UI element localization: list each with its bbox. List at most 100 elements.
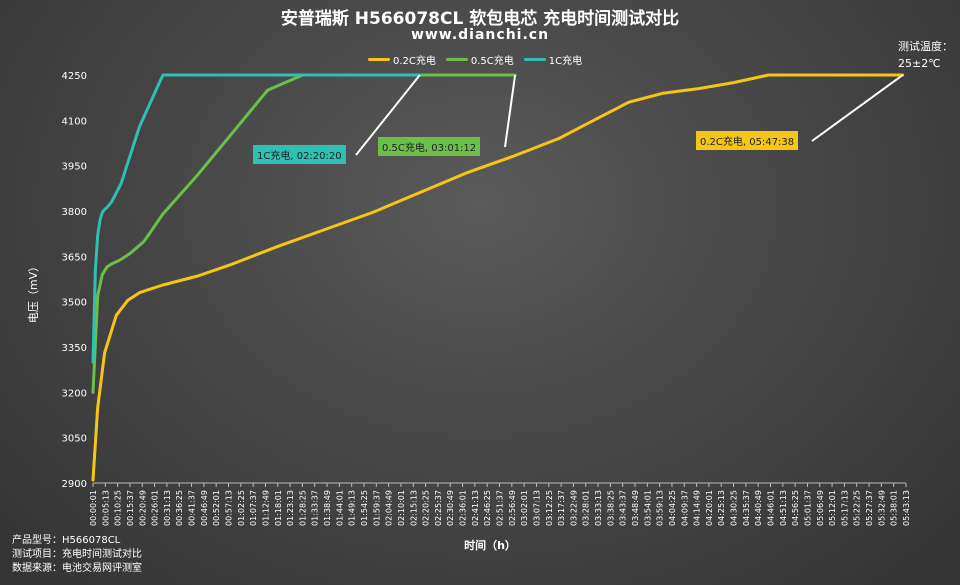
- y-tick-label: 4100: [62, 116, 87, 127]
- footer-key: 产品型号：: [12, 535, 62, 546]
- x-tick-label: 04:40:49: [754, 490, 763, 526]
- x-tick-label: 02:41:13: [471, 490, 480, 526]
- x-tick-label: 03:02:01: [520, 490, 529, 526]
- y-tick-label: 3050: [62, 434, 87, 445]
- legend-item-0.2c: 0.2C充电: [368, 52, 436, 67]
- y-tick-label: 3350: [62, 343, 87, 354]
- x-tick-label: 02:15:13: [409, 490, 418, 526]
- x-tick-label: 00:57:13: [225, 490, 234, 526]
- x-tick-label: 04:09:37: [680, 490, 689, 526]
- callout-1c: 1C充电, 02:20:20: [253, 145, 346, 164]
- y-tick-label: 3650: [62, 252, 87, 263]
- x-tick-label: 02:51:37: [496, 490, 505, 526]
- x-tick-label: 04:46:01: [767, 490, 776, 526]
- x-tick-label: 03:28:01: [582, 490, 591, 526]
- x-tick-label: 03:22:49: [569, 490, 578, 526]
- x-tick-label: 02:10:01: [397, 490, 406, 526]
- x-tick-label: 02:20:25: [422, 490, 431, 526]
- temperature-label: 测试温度：: [898, 40, 953, 53]
- leader-0.2c: [811, 74, 904, 142]
- x-tick-label: 05:12:01: [828, 490, 837, 526]
- y-tick-label: 3950: [62, 162, 87, 173]
- x-tick-label: 01:59:37: [372, 490, 381, 526]
- x-tick-label: 01:28:25: [298, 490, 307, 526]
- footer-key: 数据来源：: [12, 563, 62, 574]
- footer-value: H566078CL: [62, 535, 121, 546]
- chart-legend: 0.2C充电 0.5C充电 1C充电: [368, 52, 582, 67]
- x-tick-label: 02:30:49: [446, 490, 455, 526]
- x-tick-label: 04:25:13: [717, 490, 726, 526]
- x-tick-label: 01:07:37: [249, 490, 258, 526]
- x-tick-label: 00:00:01: [89, 490, 98, 526]
- y-tick-label: 4250: [62, 71, 87, 82]
- x-tick-label: 01:54:25: [360, 490, 369, 526]
- x-tick-label: 05:32:49: [877, 490, 886, 526]
- x-tick-label: 03:33:13: [594, 490, 603, 526]
- x-tick-label: 01:12:49: [261, 490, 270, 526]
- x-tick-label: 01:38:49: [323, 490, 332, 526]
- x-tick-label: 00:15:37: [126, 490, 135, 526]
- y-tick-label: 3200: [62, 388, 87, 399]
- callout-0.2c: 0.2C充电, 05:47:38: [696, 131, 799, 150]
- x-tick-label: 01:49:13: [348, 490, 357, 526]
- x-tick-label: 01:23:13: [286, 490, 295, 526]
- x-tick-label: 03:59:13: [656, 490, 665, 526]
- legend-label-1c: 1C充电: [548, 56, 583, 67]
- x-tick-label: 01:18:01: [274, 490, 283, 526]
- footer-line: 测试项目：充电时间测试对比: [12, 548, 142, 562]
- chart-subtitle: www.dianchi.cn: [410, 27, 550, 43]
- footer-info: 产品型号：H566078CL 测试项目：充电时间测试对比 数据来源：电池交易网评…: [12, 534, 142, 576]
- x-tick-label: 05:43:13: [902, 490, 911, 526]
- legend-label-0.5c: 0.5C充电: [470, 56, 514, 67]
- x-tick-label: 00:20:49: [138, 490, 147, 526]
- footer-line: 产品型号：H566078CL: [12, 534, 142, 548]
- legend-swatch-1c: [523, 58, 546, 61]
- x-tick-label: 03:07:13: [532, 490, 541, 526]
- x-tick-label: 04:14:49: [693, 490, 702, 526]
- x-tick-label: 01:02:25: [237, 490, 246, 526]
- x-tick-label: 00:46:49: [200, 490, 209, 526]
- x-tick-label: 03:48:49: [631, 490, 640, 526]
- footer-line: 数据来源：电池交易网评测室: [12, 562, 142, 576]
- footer-value: 充电时间测试对比: [62, 549, 142, 560]
- x-tick-label: 05:17:13: [840, 490, 849, 526]
- x-tick-label: 05:38:01: [890, 490, 899, 526]
- x-tick-label: 02:36:01: [459, 490, 468, 526]
- series-line-2: [91, 73, 422, 364]
- x-axis-label: 时间（h）: [464, 538, 516, 552]
- x-tick-label: 04:56:25: [791, 490, 800, 526]
- x-tick-label: 04:30:25: [730, 490, 739, 526]
- x-tick-label: 02:25:37: [434, 490, 443, 526]
- x-tick-label: 04:51:13: [779, 490, 788, 526]
- x-tick-label: 03:54:01: [643, 490, 652, 526]
- x-tick-label: 00:10:25: [114, 490, 123, 526]
- legend-item-1c: 1C充电: [523, 52, 583, 67]
- x-tick-label: 03:43:37: [619, 490, 628, 526]
- x-tick-label: 00:31:13: [163, 490, 172, 526]
- callout-0.5c: 0.5C充电, 03:01:12: [378, 137, 481, 156]
- x-tick-label: 05:22:25: [853, 490, 862, 526]
- x-tick-label: 02:04:49: [385, 490, 394, 526]
- legend-swatch-0.2c: [368, 58, 390, 61]
- y-tick-label: 2900: [62, 479, 87, 490]
- callout-leaders: [355, 74, 904, 156]
- legend-swatch-0.5c: [445, 58, 468, 61]
- footer-value: 电池交易网评测室: [62, 563, 142, 574]
- y-axis-label: 电压（mV）: [27, 261, 40, 323]
- x-tick-label: 00:26:01: [151, 490, 160, 526]
- x-tick-label: 01:33:37: [311, 490, 320, 526]
- x-tick-label: 00:41:37: [188, 490, 197, 526]
- leader-0.5c: [504, 74, 517, 148]
- leader-1c: [355, 74, 421, 156]
- chart-title: 安普瑞斯 H566078CL 软包电芯 充电时间测试对比: [280, 9, 680, 29]
- x-tick-label: 04:20:01: [705, 490, 714, 526]
- series-line-0: [91, 73, 905, 482]
- x-tick-label: 00:05:13: [101, 490, 110, 526]
- x-tick-label: 05:27:37: [865, 490, 874, 526]
- chart-series: [91, 73, 905, 482]
- x-tick-label: 00:52:01: [212, 490, 221, 526]
- series-line-1: [91, 73, 517, 394]
- y-tick-label: 3800: [62, 207, 87, 218]
- temperature-value: 25±2℃: [898, 57, 941, 70]
